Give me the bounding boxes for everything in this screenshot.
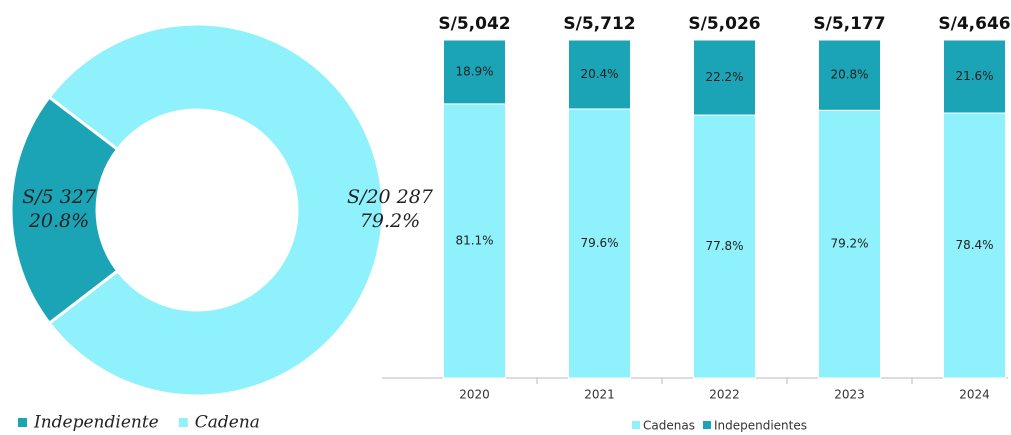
legend-label: Cadena [195,413,260,433]
segment-label: 77.8% [705,239,743,253]
total-label: S/5,712 [563,14,635,34]
segment-label: 18.9% [455,64,493,78]
slice-share-label: 20.8% [28,210,89,232]
bar-segment [568,39,631,110]
bar-segment [693,39,756,116]
slice-value-label: S/5 327 [22,186,97,208]
x-tick-label: 2021 [584,388,615,402]
bar-segment [568,108,631,379]
total-label: S/5,026 [688,14,760,34]
legend-swatch [18,418,27,427]
x-tick-label: 2022 [709,388,740,402]
legend-label: Independientes [714,419,807,433]
segment-label: 79.6% [580,236,618,250]
segment-label: 22.2% [705,70,743,84]
segment-label: 81.1% [455,233,493,247]
segment-label: 20.4% [580,67,618,81]
legend-label: Independiente [33,413,159,433]
legend-swatch [178,418,188,427]
total-label: S/4,646 [938,14,1010,34]
segment-label: 21.6% [955,69,993,83]
bar-segment [943,112,1006,379]
slice-share-label: 79.2% [360,210,420,232]
x-tick-label: 2023 [834,388,865,402]
segment-label: 78.4% [955,238,993,252]
bar-segment [693,114,756,379]
legend-swatch [632,421,640,429]
bar-segment [818,39,881,111]
segment-label: 79.2% [830,237,868,251]
donut-slice [9,95,120,326]
donut-slice [47,22,385,398]
total-label: S/5,042 [438,14,510,34]
total-label: S/5,177 [813,14,885,34]
x-tick-label: 2024 [959,388,990,402]
slice-value-label: S/20 287 [347,186,434,208]
bar-segment [443,39,506,105]
bar-segment [443,103,506,379]
x-tick-label: 2020 [459,388,490,402]
segment-label: 20.8% [830,68,868,82]
bar-segment [943,39,1006,114]
legend-label: Cadenas [643,419,695,433]
legend-swatch [702,421,711,429]
